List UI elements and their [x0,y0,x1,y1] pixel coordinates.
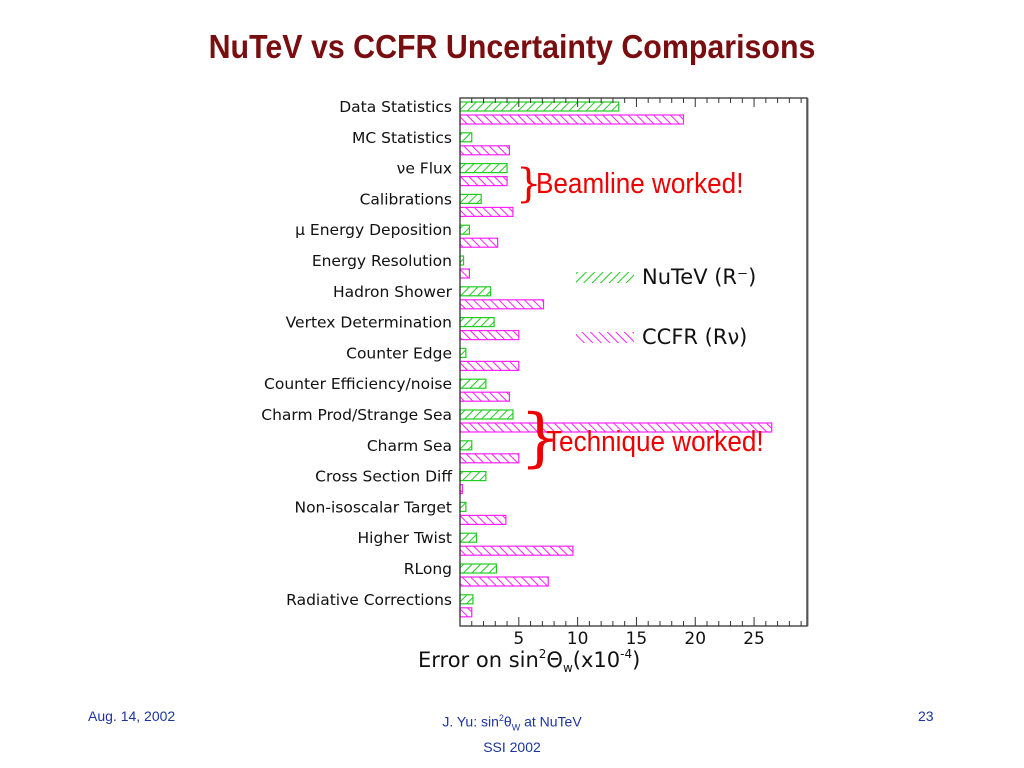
nutev-bar [459,594,474,605]
plot-frame [459,97,808,627]
legend-label: NuTeV (R⁻) [642,265,756,289]
footer-date: Aug. 14, 2002 [88,708,176,724]
nutev-bar [459,378,487,389]
technique-annotation: Technique worked! [546,426,764,458]
footer-event: SSI 2002 [483,739,541,756]
category-label: Counter Efficiency/noise [264,375,452,393]
x-tick-label: 25 [743,629,765,649]
nutev-bar [459,317,495,328]
category-label: Non-isoscalar Target [294,498,452,516]
category-label: Charm Prod/Strange Sea [261,406,452,424]
category-label: Hadron Shower [333,283,453,301]
nutev-bar [459,162,508,174]
category-label: Vertex Determination [286,314,452,332]
ccfr-bar [459,453,520,464]
footer-author: J. Yu: sin2θW at NuTeV SSI 2002 [442,713,582,756]
nutev-bar [459,224,471,235]
category-label: Cross Section Diff [315,468,452,486]
nutev-bar [459,501,467,512]
x-tick-label: 10 [567,629,589,649]
ccfr-bar [459,299,545,310]
nutev-bar [459,193,482,205]
category-label: Calibrations [360,190,452,208]
nutev-bar [459,409,514,420]
nutev-bar [459,440,473,451]
ccfr-bar [459,545,574,556]
category-label: Higher Twist [358,529,453,547]
category-label: Energy Resolution [312,252,452,270]
x-tick-label: 15 [626,629,648,649]
ccfr-bar [459,391,511,402]
slide-title: NuTeV vs CCFR Uncertainty Comparisons [208,28,816,65]
ccfr-bar [459,268,471,279]
category-label: μ Energy Deposition [295,221,452,239]
ccfr-bar [459,607,473,618]
ccfr-bar [459,175,508,187]
ccfr-bar [459,514,507,525]
nutev-bar [459,532,478,543]
nutev-bar [459,347,467,358]
technique-brace: } [520,401,561,475]
legend-swatch [576,272,634,283]
legend-swatch [576,332,634,343]
category-label: Radiative Corrections [286,591,452,609]
ccfr-bar [459,360,520,371]
nutev-bar [459,101,620,112]
category-label: MC Statistics [352,129,452,147]
category-label: Counter Edge [346,344,452,362]
ccfr-bar [459,114,685,125]
footer-page-number: 23 [918,708,934,724]
chart: Data Statistics MC Statistics νe Flux Calib… [261,97,809,675]
x-tick-label: 20 [684,629,706,649]
ccfr-bar [459,206,514,218]
ccfr-bar [459,330,520,341]
nutev-bar [459,471,487,482]
x-axis-label: Error on sin2Θw(x10-4) [418,647,640,675]
nutev-bar [459,563,498,574]
category-label: Charm Sea [367,437,452,455]
beamline-annotation: Beamline worked! [536,168,744,200]
nutev-bar [459,286,492,297]
category-label: Data Statistics [339,98,452,116]
category-label: νe Flux [397,160,452,178]
ccfr-bar [459,576,549,587]
legend-label: CCFR (Rν) [642,325,747,349]
nutev-bar [459,132,473,143]
category-label: RLong [404,560,452,578]
x-tick-label: 5 [513,629,524,649]
ccfr-bar [459,145,511,156]
ccfr-bar [459,237,499,248]
beamline-brace: } [516,161,542,207]
